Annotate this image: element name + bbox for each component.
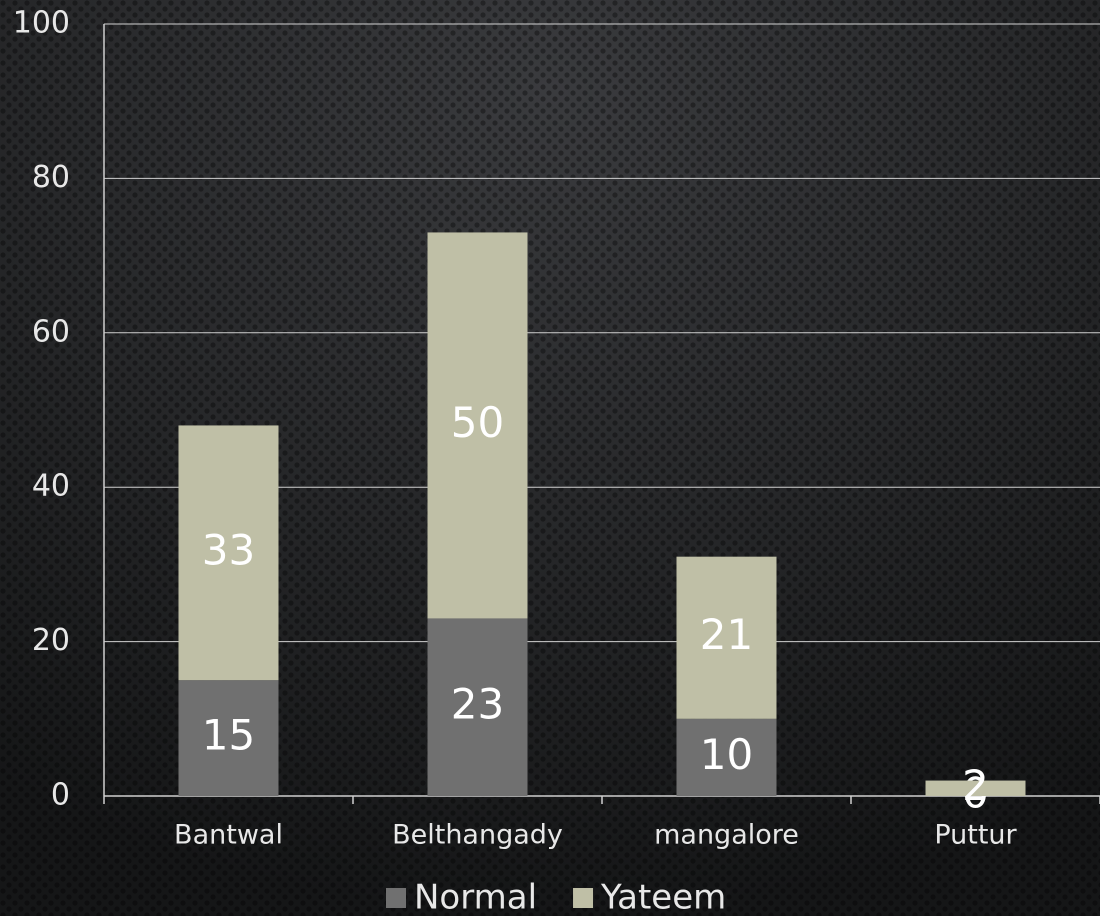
legend-swatch (573, 888, 594, 908)
y-tick-label: 20 (32, 623, 70, 658)
y-tick-label: 40 (32, 469, 70, 504)
y-tick-label: 0 (51, 778, 70, 813)
x-tick-label: Puttur (934, 820, 1017, 851)
data-label: 33 (202, 525, 255, 574)
legend-label: Yateem (600, 878, 726, 916)
bar-segment (427, 618, 528, 796)
bar-segment (676, 556, 777, 719)
data-label: 21 (700, 610, 753, 659)
legend-label: Normal (414, 878, 537, 916)
y-tick-label: 100 (13, 6, 70, 41)
bar-segment (427, 232, 528, 619)
bar-segment (178, 425, 279, 681)
y-tick-label: 80 (32, 160, 70, 195)
plot: 0 20 40 60 80 100 Bantwal 15 33 Belthangady 23 50 ma… (13, 6, 1100, 916)
data-label: 2 (962, 761, 989, 810)
bar-segment (925, 780, 1026, 796)
y-tick-label: 60 (32, 314, 70, 349)
data-label: 15 (202, 711, 255, 760)
x-tick-label: Bantwal (174, 820, 283, 851)
legend-swatch (386, 888, 406, 908)
data-label: 50 (451, 398, 504, 447)
data-label: 10 (700, 730, 753, 779)
x-tick-label: mangalore (654, 820, 799, 851)
data-label: 23 (451, 680, 504, 729)
x-tick-label: Belthangady (392, 820, 563, 851)
bar-segment (178, 680, 279, 796)
bar-segment (676, 718, 777, 796)
